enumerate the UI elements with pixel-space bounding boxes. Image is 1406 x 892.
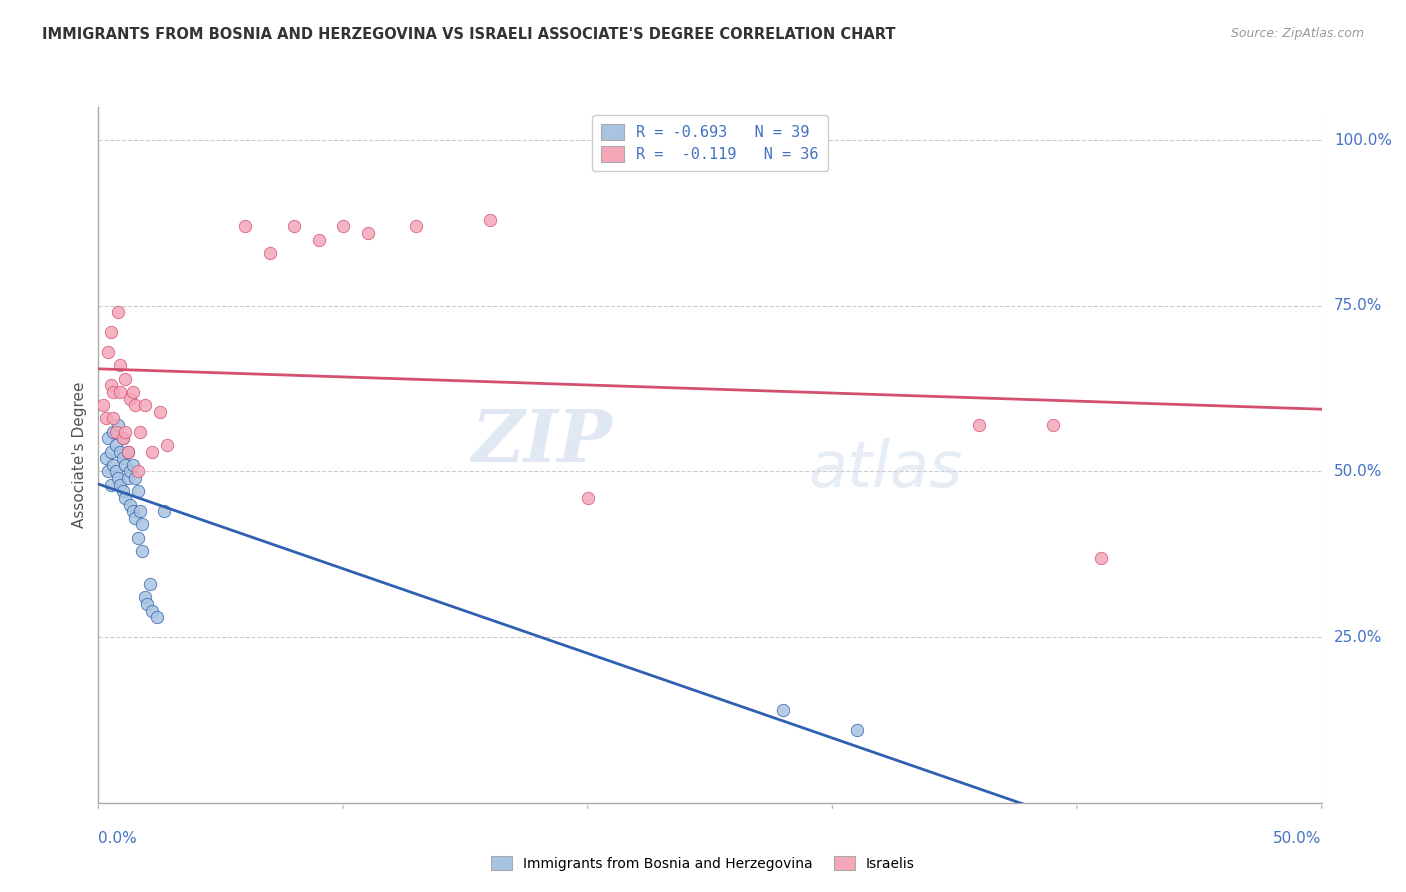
Point xyxy=(356,226,378,240)
Point xyxy=(111,451,134,466)
Point xyxy=(121,504,143,518)
Point xyxy=(110,359,132,373)
Point xyxy=(153,504,176,518)
Point xyxy=(101,411,124,425)
Point xyxy=(124,398,146,412)
Text: 75.0%: 75.0% xyxy=(1334,298,1382,313)
Y-axis label: Associate's Degree: Associate's Degree xyxy=(72,382,87,528)
Point xyxy=(405,219,427,234)
Point xyxy=(283,219,305,234)
Point xyxy=(120,392,142,406)
Point xyxy=(110,477,132,491)
Point xyxy=(121,384,143,399)
Point xyxy=(120,498,142,512)
Point xyxy=(100,378,122,392)
Text: 50.0%: 50.0% xyxy=(1274,830,1322,846)
Text: 50.0%: 50.0% xyxy=(1334,464,1382,479)
Point xyxy=(1090,550,1112,565)
Point xyxy=(107,305,129,319)
Point xyxy=(91,398,114,412)
Point xyxy=(478,212,501,227)
Point xyxy=(101,458,124,472)
Point xyxy=(110,444,132,458)
Point xyxy=(127,531,149,545)
Point xyxy=(111,431,134,445)
Text: atlas: atlas xyxy=(808,438,962,500)
Point xyxy=(149,405,172,419)
Point xyxy=(1042,418,1064,433)
Text: 100.0%: 100.0% xyxy=(1334,133,1392,148)
Point xyxy=(141,604,163,618)
Point xyxy=(136,597,159,611)
Point xyxy=(114,372,136,386)
Point xyxy=(129,425,152,439)
Point xyxy=(967,418,990,433)
Text: IMMIGRANTS FROM BOSNIA AND HERZEGOVINA VS ISRAELI ASSOCIATE'S DEGREE CORRELATION: IMMIGRANTS FROM BOSNIA AND HERZEGOVINA V… xyxy=(42,27,896,42)
Point xyxy=(111,484,134,499)
Point xyxy=(308,233,330,247)
Point xyxy=(121,458,143,472)
Point xyxy=(129,504,152,518)
Text: ZIP: ZIP xyxy=(471,406,612,476)
Point xyxy=(332,219,354,234)
Point xyxy=(104,438,127,452)
Point xyxy=(117,471,139,485)
Point xyxy=(97,431,120,445)
Point xyxy=(114,458,136,472)
Point xyxy=(127,465,149,479)
Text: 0.0%: 0.0% xyxy=(98,830,138,846)
Point xyxy=(114,425,136,439)
Point xyxy=(104,465,127,479)
Point xyxy=(101,425,124,439)
Point xyxy=(101,384,124,399)
Point xyxy=(100,326,122,340)
Point xyxy=(111,431,134,445)
Point xyxy=(97,465,120,479)
Point xyxy=(97,345,120,359)
Point xyxy=(845,723,868,737)
Point xyxy=(576,491,599,505)
Point xyxy=(124,511,146,525)
Point xyxy=(233,219,256,234)
Point xyxy=(117,444,139,458)
Legend: Immigrants from Bosnia and Herzegovina, Israelis: Immigrants from Bosnia and Herzegovina, … xyxy=(486,850,920,876)
Point xyxy=(259,245,281,260)
Point xyxy=(139,577,162,591)
Point xyxy=(131,517,153,532)
Point xyxy=(772,703,794,717)
Point xyxy=(114,491,136,505)
Point xyxy=(131,544,153,558)
Point xyxy=(124,471,146,485)
Point xyxy=(104,425,127,439)
Text: Source: ZipAtlas.com: Source: ZipAtlas.com xyxy=(1230,27,1364,40)
Text: 25.0%: 25.0% xyxy=(1334,630,1382,645)
Point xyxy=(107,471,129,485)
Point xyxy=(94,451,117,466)
Point xyxy=(141,444,163,458)
Point xyxy=(117,444,139,458)
Point xyxy=(107,418,129,433)
Point xyxy=(100,444,122,458)
Point xyxy=(94,411,117,425)
Point xyxy=(110,384,132,399)
Point xyxy=(100,477,122,491)
Point xyxy=(127,484,149,499)
Legend: R = -0.693   N = 39, R =  -0.119   N = 36: R = -0.693 N = 39, R = -0.119 N = 36 xyxy=(592,115,828,171)
Point xyxy=(146,610,169,624)
Point xyxy=(134,398,156,412)
Point xyxy=(120,465,142,479)
Point xyxy=(134,591,156,605)
Point xyxy=(156,438,179,452)
